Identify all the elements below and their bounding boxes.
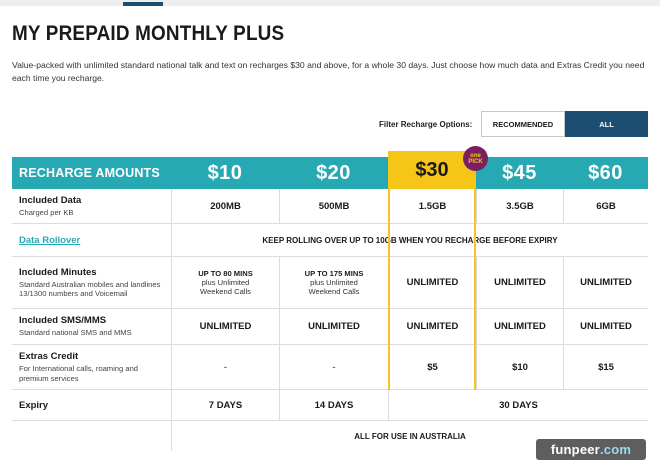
row-label: Data Rollover: [19, 224, 80, 256]
row-subtitle: Standard national SMS and MMS: [19, 328, 132, 338]
minutes-amount: UP TO 175 MINS: [304, 269, 364, 278]
table-row-minutes: Included Minutes Standard Australian mob…: [12, 257, 648, 309]
price-20-header[interactable]: $20: [279, 157, 388, 189]
table-cell: UNLIMITED: [476, 309, 563, 344]
table-cell: UP TO 80 MINS plus Unlimited Weekend Call…: [171, 257, 279, 308]
row-subtitle: Charged per KB: [19, 207, 74, 217]
table-cell: 3.5GB: [476, 189, 563, 223]
table-cell: 200MB: [171, 189, 279, 223]
table-cell: $15: [563, 345, 648, 389]
row-title: Expiry: [19, 399, 49, 411]
data-rollover-link[interactable]: Data Rollover: [19, 234, 81, 246]
filter-label: Filter Recharge Options:: [379, 120, 473, 129]
row-label: Included SMS/MMS Standard national SMS a…: [19, 309, 169, 344]
table-cell: -: [171, 345, 279, 389]
price-10-header[interactable]: $10: [171, 157, 279, 189]
page-title: MY PREPAID MONTHLY PLUS: [12, 22, 285, 45]
table-cell: UNLIMITED: [171, 309, 279, 344]
row-label: Included Minutes Standard Australian mob…: [19, 257, 169, 308]
table-cell: $10: [476, 345, 563, 389]
table-row-footer: ALL FOR USE IN AUSTRALIA: [12, 421, 648, 451]
table-cell: 30 DAYS: [388, 390, 648, 420]
table-cell: 7 DAYS: [171, 390, 279, 420]
recharge-amounts-header: RECHARGE AMOUNTS: [12, 157, 171, 189]
table-cell: 500MB: [279, 189, 388, 223]
table-cell: 14 DAYS: [279, 390, 388, 420]
price-30-header[interactable]: $30: [388, 151, 476, 189]
highlight-column-border: [388, 189, 476, 390]
minutes-amount: UP TO 80 MINS: [198, 269, 253, 278]
table-cell: UNLIMITED: [476, 257, 563, 308]
watermark-main: funpeer: [550, 442, 600, 457]
row-subtitle: Standard Australian mobiles and landline…: [19, 279, 161, 299]
active-nav-indicator: [123, 2, 163, 6]
badge-line-1: one: [470, 152, 481, 159]
row-title: Included Data: [19, 194, 82, 206]
row-label: Extras Credit For International calls, r…: [19, 345, 159, 389]
row-title: Included Minutes: [19, 266, 97, 278]
table-row-expiry: Expiry 7 DAYS 14 DAYS 30 DAYS: [12, 390, 648, 421]
table-cell: UP TO 175 MINS plus Unlimited Weekend Cal…: [279, 257, 388, 308]
table-row-data: Included Data Charged per KB 200MB 500MB…: [12, 189, 648, 224]
table-row-extras: Extras Credit For International calls, r…: [12, 345, 648, 390]
minutes-note: plus Unlimited Weekend Calls: [200, 278, 251, 296]
row-label: Expiry: [19, 390, 48, 420]
filter-recommended-button[interactable]: RECOMMENDED: [481, 111, 565, 137]
row-label: Included Data Charged per KB: [19, 189, 169, 223]
minutes-note: plus Unlimited Weekend Calls: [308, 278, 360, 296]
top-nav-bar: [0, 0, 660, 6]
page-description: Value-packed with unlimited standard nat…: [12, 60, 645, 83]
row-title: Included SMS/MMS: [19, 315, 107, 327]
table-cell: UNLIMITED: [563, 257, 648, 308]
table-row-sms: Included SMS/MMS Standard national SMS a…: [12, 309, 648, 345]
badge-line-2: PICK: [468, 158, 483, 165]
table-cell: UNLIMITED: [279, 309, 388, 344]
table-cell: UNLIMITED: [563, 309, 648, 344]
table-cell: 6GB: [563, 189, 648, 223]
footer-text: ALL FOR USE IN AUSTRALIA: [171, 421, 648, 451]
pick-badge: one PICK: [463, 146, 488, 171]
watermark: funpeer .com: [536, 439, 646, 460]
row-title: Extras Credit: [19, 351, 79, 362]
price-45-header[interactable]: $45: [476, 157, 563, 189]
filter-all-button[interactable]: ALL: [565, 111, 648, 137]
watermark-suffix: .com: [599, 442, 632, 457]
table-cell: -: [279, 345, 388, 389]
table-row-rollover: Data Rollover KEEP ROLLING OVER UP TO 10…: [12, 224, 648, 257]
price-60-header[interactable]: $60: [563, 157, 648, 189]
row-subtitle: For International calls, roaming and pre…: [19, 364, 139, 383]
rollover-text: KEEP ROLLING OVER UP TO 10GB WHEN YOU RE…: [171, 224, 648, 256]
